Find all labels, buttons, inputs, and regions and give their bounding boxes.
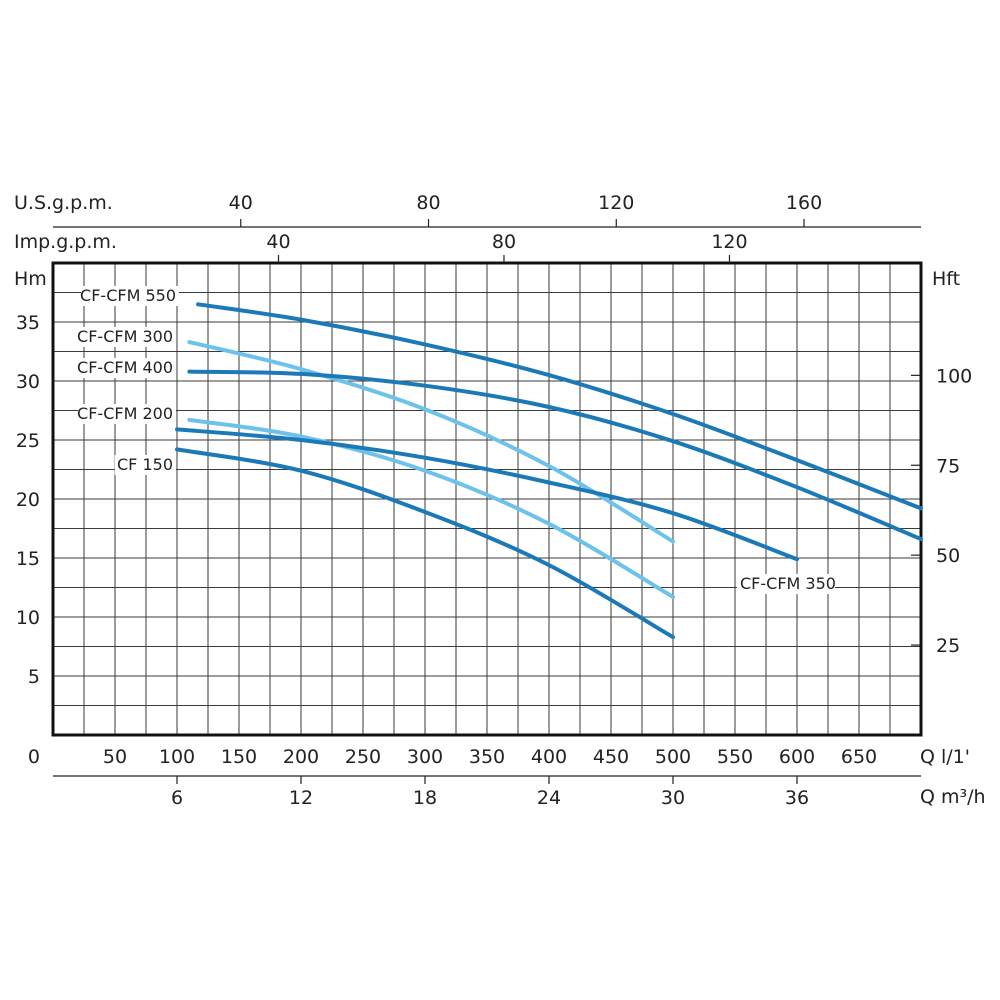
top-axis-unit-impgpm: Imp.g.p.m. <box>14 231 117 253</box>
bottom-axis-unit-lmin: Q l/1' <box>920 746 970 768</box>
series-label-cf-cfm-550: CF-CFM 550 <box>80 286 176 305</box>
x-tick-label: 500 <box>655 746 691 768</box>
series-label-bg <box>81 286 179 306</box>
x-tick-label: 150 <box>221 746 257 768</box>
hft-tick-label: 75 <box>936 455 960 477</box>
x-tick-label: 100 <box>159 746 195 768</box>
curve-cf-cfm-200 <box>187 417 675 599</box>
series-label-cf-cfm-350: CF-CFM 350 <box>740 574 836 593</box>
series-label-bg <box>737 574 835 594</box>
left-axis-unit: Hm <box>14 268 47 290</box>
series-label-bg <box>78 327 176 347</box>
series-label-bg <box>78 358 176 378</box>
x-tick-label: 550 <box>717 746 753 768</box>
impgpm-tick-label: 80 <box>492 231 516 253</box>
y-tick-label: 0 <box>28 746 40 768</box>
m3h-tick-label: 12 <box>289 787 313 809</box>
x-tick-label: 350 <box>469 746 505 768</box>
series-label-cf-cfm-200: CF-CFM 200 <box>77 404 173 423</box>
series-label-bg <box>78 404 176 424</box>
impgpm-tick-label: 120 <box>711 231 747 253</box>
y-tick-label: 35 <box>16 312 40 334</box>
plot-frame <box>51 261 923 737</box>
x-tick-label: 400 <box>531 746 567 768</box>
y-tick-label: 25 <box>16 430 40 452</box>
x-tick-label: 600 <box>779 746 815 768</box>
series-label-cf-150: CF 150 <box>117 455 173 474</box>
m3h-tick-label: 24 <box>537 787 561 809</box>
x-tick-label: 250 <box>345 746 381 768</box>
y-tick-label: 20 <box>16 489 40 511</box>
y-tick-label: 30 <box>16 371 40 393</box>
x-tick-label: 200 <box>283 746 319 768</box>
usgpm-tick-label: 40 <box>229 192 253 214</box>
hft-tick-label: 25 <box>936 635 960 657</box>
x-tick-label: 650 <box>841 746 877 768</box>
curve-cf-cfm-350 <box>175 427 799 562</box>
m3h-tick-label: 30 <box>661 787 685 809</box>
curve-cf-cfm-550 <box>196 302 923 511</box>
bottom-axis-unit-m3h: Q m³/h <box>920 786 986 808</box>
m3h-tick-label: 36 <box>785 787 809 809</box>
hft-tick-label: 50 <box>936 545 960 567</box>
usgpm-tick-label: 160 <box>786 192 822 214</box>
y-tick-label: 15 <box>16 548 40 570</box>
right-axis-unit: Hft <box>932 268 960 290</box>
axes <box>51 219 923 784</box>
x-tick-label: 450 <box>593 746 629 768</box>
impgpm-tick-label: 40 <box>266 231 290 253</box>
series-label-cf-cfm-300: CF-CFM 300 <box>77 327 173 346</box>
curve-cf-150 <box>175 447 675 640</box>
y-tick-label: 5 <box>28 666 40 688</box>
x-tick-label: 300 <box>407 746 443 768</box>
x-tick-label: 50 <box>103 746 127 768</box>
series-label-bg <box>114 455 176 475</box>
curve-cf-cfm-400 <box>187 369 923 542</box>
series-labels: CF-CFM 550 CF-CFM 300 CF-CFM 400 CF-CFM 200… <box>77 286 836 594</box>
m3h-tick-label: 6 <box>171 787 183 809</box>
usgpm-tick-label: 80 <box>416 192 440 214</box>
series-label-cf-cfm-400: CF-CFM 400 <box>77 358 173 377</box>
top-axis-unit-usgpm: U.S.g.p.m. <box>14 192 113 214</box>
hft-tick-label: 100 <box>936 365 972 387</box>
usgpm-tick-label: 120 <box>598 192 634 214</box>
m3h-tick-label: 18 <box>413 787 437 809</box>
pump-curves <box>175 302 923 640</box>
grid <box>53 263 921 735</box>
y-tick-label: 10 <box>16 607 40 629</box>
unit-labels: U.S.g.p.m. Imp.g.p.m. Hm Hft Q l/1' Q m³… <box>14 192 986 808</box>
